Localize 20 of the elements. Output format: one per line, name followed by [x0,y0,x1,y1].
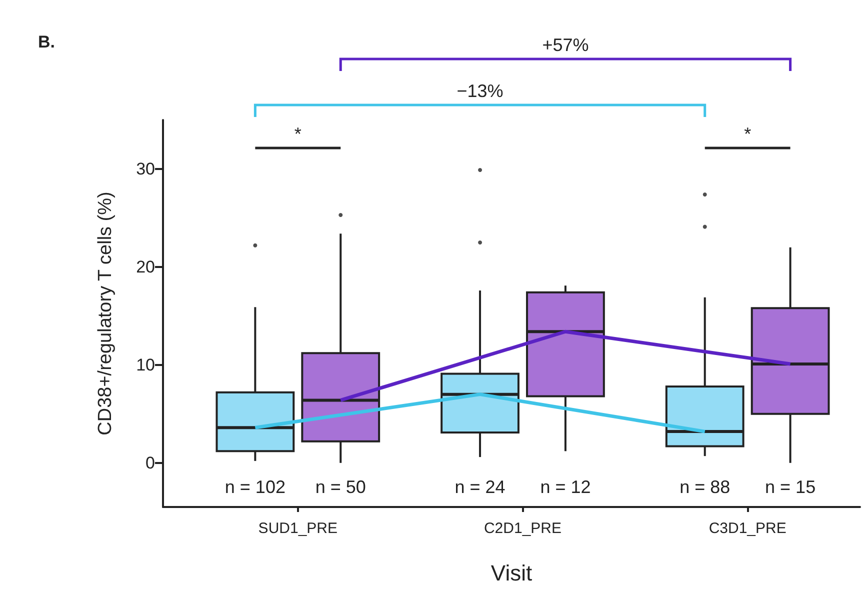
text: n = 12 [540,477,591,497]
x-tick-label: C2D1_PRE [484,520,562,537]
y-tick-label: 20 [136,257,155,276]
text: n = 102 [224,477,286,497]
x-tick-label: SUD1_PRE [258,520,338,537]
y-tick-label: 0 [146,453,155,472]
text: n = 24 [454,477,506,497]
text: n = 50 [315,477,366,497]
y-tick-label: 10 [136,355,155,374]
x-tick-label: C3D1_PRE [708,520,786,537]
y-tick-label: 30 [136,159,155,178]
text: −13% [456,81,504,101]
y-axis-title: CD38+/regulatory T cells (%) [95,192,116,436]
text: B. [38,32,55,52]
annotation: * [744,124,752,144]
annotation: * [294,124,302,144]
text: n = 88 [680,477,730,497]
text: n = 15 [765,477,816,497]
text: +57% [542,35,589,55]
x-axis-title: Visit [490,560,532,586]
